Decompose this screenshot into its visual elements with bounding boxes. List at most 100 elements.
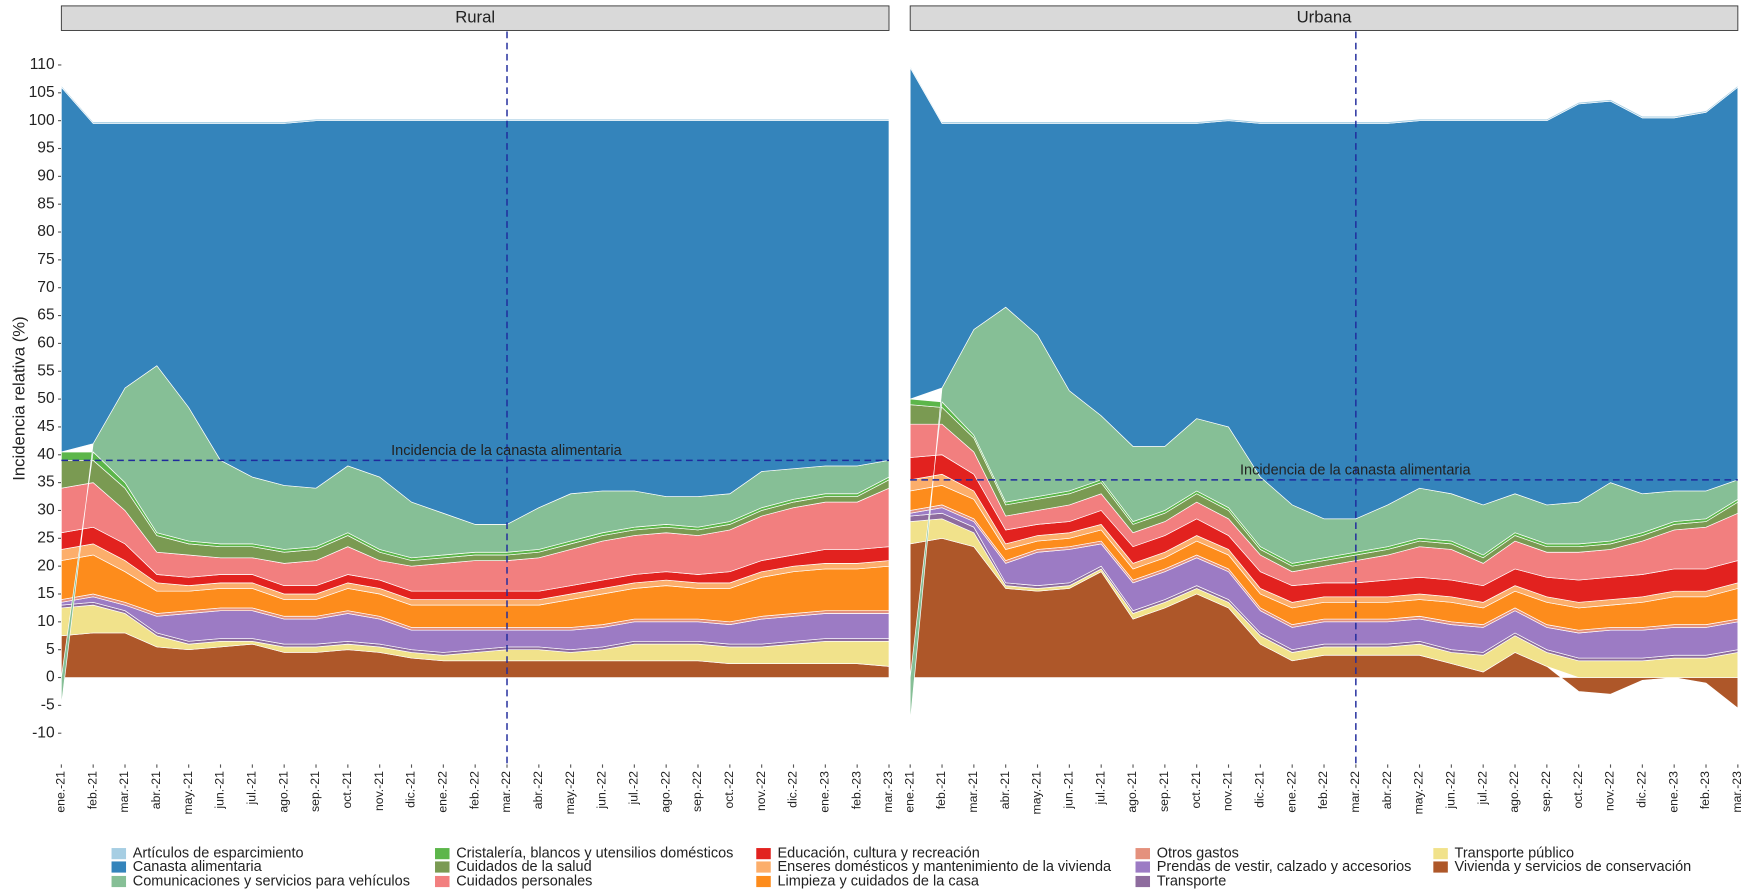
x-tick-label: ago.-21 [276,771,290,813]
x-tick-label: feb.-22 [1316,771,1330,809]
x-tick-label: feb.-21 [934,771,948,809]
x-tick-label: mar.-22 [499,771,513,813]
legend-label: Cuidados personales [456,873,592,889]
legend-swatch [1135,875,1151,888]
legend-swatch [756,875,771,888]
y-tick-label: 5 [46,641,55,658]
x-tick-label: oct.-22 [722,771,736,809]
y-tick-label: 65 [37,307,55,324]
legend-swatch [756,848,771,860]
x-tick-label: ene.-21 [902,771,916,813]
y-tick-label: 15 [37,585,55,602]
y-tick-label: -5 [41,696,55,713]
legend-label: Limpieza y cuidados de la casa [777,873,979,889]
y-tick-label: 55 [37,362,55,379]
y-tick-label: 100 [29,112,55,129]
y-tick-label: -10 [32,724,55,741]
x-tick-label: feb.-23 [1698,771,1712,809]
legend-swatch [111,848,127,860]
x-tick-label: may.-22 [563,771,577,815]
y-tick-label: 35 [37,474,55,491]
x-tick-label: dic.-22 [786,771,800,808]
y-tick-label: 40 [37,446,55,463]
facet-title: Urbana [1297,8,1353,27]
x-tick-label: feb.-21 [85,771,99,809]
legend-swatch [1135,848,1151,860]
legend-label: Otros gastos [1157,845,1239,861]
y-tick-label: 110 [30,56,55,73]
x-tick-label: nov.-22 [754,771,768,811]
y-tick-label: 30 [37,502,55,519]
x-tick-label: ene.-23 [1666,771,1680,813]
y-tick-label: 25 [37,529,55,546]
y-tick-label: 70 [37,279,55,296]
x-tick-label: mar.-21 [966,771,980,813]
legend-label: Transporte [1157,873,1227,889]
x-tick-label: jun.-22 [595,771,609,810]
y-tick-label: 0 [46,669,55,686]
annotation: Incidencia de la canasta alimentaria [391,443,622,459]
x-tick-label: mar.-23 [1730,771,1744,813]
legend-swatch [111,875,127,888]
x-tick-label: ago.-22 [658,771,672,813]
x-tick-label: jul.-21 [1093,771,1107,806]
x-tick-label: mar.-22 [1348,771,1362,813]
legend-label: Enseres domésticos y mantenimiento de la… [777,859,1112,875]
x-tick-label: may.-21 [1030,771,1044,815]
y-tick-label: 60 [37,335,55,352]
x-tick-label: abr.-21 [149,771,163,809]
x-tick-label: abr.-22 [531,771,545,809]
legend-swatch [1135,861,1151,873]
legend-label: Prendas de vestir, calzado y accesorios [1157,859,1412,875]
x-tick-label: nov.-21 [372,771,386,811]
x-tick-label: abr.-21 [998,771,1012,809]
x-tick-label: ene.-23 [818,771,832,813]
legend-label: Educación, cultura y recreación [777,845,979,861]
x-tick-label: feb.-23 [849,771,863,809]
x-tick-label: sep.-22 [690,771,704,812]
area [909,64,1739,124]
legend-label: Artículos de esparcimiento [133,845,304,861]
x-tick-label: mar.-21 [117,771,131,813]
x-tick-label: abr.-22 [1380,771,1394,809]
x-tick-label: ene.-21 [54,771,68,813]
y-tick-label: 10 [37,613,55,630]
legend-label: Cristalería, blancos y utensilios domést… [456,845,733,861]
x-tick-label: jun.-21 [213,771,227,810]
x-tick-label: may.-22 [1412,771,1426,815]
x-tick-label: dic.-21 [1253,771,1267,808]
legend-label: Vivienda y servicios de conservación [1455,859,1692,875]
x-tick-label: sep.-22 [1539,771,1553,812]
x-tick-label: may.-21 [181,771,195,815]
x-tick-label: jul.-22 [627,771,641,806]
x-tick-label: ene.-22 [1284,771,1298,813]
x-tick-label: jul.-21 [245,771,259,806]
x-tick-label: dic.-21 [404,771,418,808]
x-tick-label: jul.-22 [1475,771,1489,806]
x-tick-label: nov.-22 [1603,771,1617,811]
y-tick-label: 50 [37,390,55,407]
x-tick-label: ene.-22 [436,771,450,813]
legend-swatch [1433,848,1448,860]
legend-swatch [756,861,771,873]
x-tick-label: dic.-22 [1635,771,1649,808]
x-tick-label: oct.-21 [340,771,354,809]
x-tick-label: ago.-22 [1507,771,1521,813]
legend-swatch [1433,861,1448,873]
y-axis-label: Incidencia relativa (%) [9,316,28,480]
x-tick-label: oct.-22 [1571,771,1585,809]
y-tick-label: 75 [37,251,55,268]
legend-swatch [435,861,450,873]
y-tick-label: 85 [37,195,55,212]
x-tick-label: jun.-22 [1444,771,1458,810]
x-tick-label: feb.-22 [467,771,481,809]
x-tick-label: sep.-21 [308,771,322,812]
legend-swatch [111,861,127,873]
y-tick-label: 20 [37,557,55,574]
x-tick-label: nov.-21 [1221,771,1235,811]
y-tick-label: 105 [29,84,55,101]
legend-label: Cuidados de la salud [456,859,591,875]
annotation: Incidencia de la canasta alimentaria [1240,463,1471,479]
x-tick-label: ago.-21 [1125,771,1139,813]
